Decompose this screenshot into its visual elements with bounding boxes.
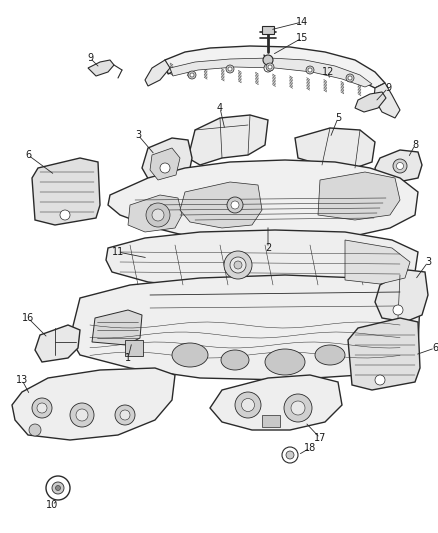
Ellipse shape (221, 350, 249, 370)
Text: 10: 10 (46, 500, 58, 510)
Bar (262, 415, 280, 427)
Circle shape (52, 482, 64, 494)
Circle shape (375, 375, 385, 385)
Circle shape (230, 257, 246, 273)
Text: 5: 5 (335, 113, 341, 123)
Polygon shape (345, 240, 410, 284)
Circle shape (306, 66, 314, 74)
Polygon shape (88, 60, 114, 76)
Polygon shape (210, 375, 342, 430)
Circle shape (115, 405, 135, 425)
Bar (125, 340, 143, 356)
Circle shape (308, 68, 312, 72)
Polygon shape (295, 128, 375, 168)
Text: 18: 18 (304, 443, 316, 453)
Circle shape (282, 447, 298, 463)
Polygon shape (375, 270, 428, 322)
Polygon shape (70, 275, 420, 380)
Circle shape (56, 486, 60, 490)
Circle shape (46, 476, 70, 500)
Circle shape (152, 209, 164, 221)
Text: 13: 13 (16, 375, 28, 385)
Circle shape (264, 64, 272, 72)
Circle shape (224, 251, 252, 279)
Polygon shape (180, 182, 262, 228)
Text: 2: 2 (265, 243, 271, 253)
Circle shape (286, 451, 294, 459)
Circle shape (231, 201, 239, 209)
Polygon shape (355, 92, 386, 112)
Polygon shape (106, 230, 418, 290)
Circle shape (146, 203, 170, 227)
Circle shape (60, 210, 70, 220)
Polygon shape (318, 172, 400, 220)
Ellipse shape (315, 345, 345, 365)
Polygon shape (374, 83, 400, 118)
Circle shape (32, 398, 52, 418)
Circle shape (268, 65, 272, 69)
Polygon shape (188, 115, 268, 165)
Polygon shape (32, 158, 100, 225)
Circle shape (348, 76, 352, 80)
Text: 17: 17 (314, 433, 326, 443)
Polygon shape (165, 46, 385, 88)
Circle shape (396, 163, 403, 169)
Ellipse shape (265, 349, 305, 375)
Text: 11: 11 (112, 247, 124, 257)
Polygon shape (35, 325, 80, 362)
Circle shape (160, 163, 170, 173)
Circle shape (190, 73, 194, 77)
Circle shape (235, 392, 261, 418)
Text: 16: 16 (22, 313, 34, 323)
Circle shape (29, 424, 41, 436)
Circle shape (346, 74, 354, 82)
Polygon shape (12, 368, 175, 440)
Text: 3: 3 (135, 130, 141, 140)
Polygon shape (375, 150, 422, 182)
Text: 14: 14 (296, 17, 308, 27)
Bar (262, 26, 274, 34)
Circle shape (284, 394, 312, 422)
Circle shape (241, 399, 254, 411)
Text: 6: 6 (432, 343, 438, 353)
Circle shape (266, 63, 274, 71)
Ellipse shape (172, 343, 208, 367)
Text: 12: 12 (322, 67, 334, 77)
Circle shape (227, 197, 243, 213)
Text: 9: 9 (385, 83, 391, 93)
Circle shape (234, 261, 242, 269)
Circle shape (70, 403, 94, 427)
Circle shape (263, 55, 273, 65)
Polygon shape (108, 160, 418, 242)
Polygon shape (170, 58, 372, 87)
Circle shape (226, 65, 234, 73)
Circle shape (120, 410, 130, 420)
Polygon shape (142, 138, 192, 185)
Text: 3: 3 (425, 257, 431, 267)
Polygon shape (348, 318, 420, 390)
Circle shape (393, 159, 407, 173)
Text: 8: 8 (412, 140, 418, 150)
Text: 6: 6 (25, 150, 31, 160)
Circle shape (291, 401, 305, 415)
Text: 9: 9 (87, 53, 93, 63)
Polygon shape (150, 148, 180, 180)
Polygon shape (92, 310, 142, 345)
Circle shape (37, 403, 47, 413)
Text: 1: 1 (125, 353, 131, 363)
Text: 4: 4 (217, 103, 223, 113)
Polygon shape (128, 195, 182, 232)
Circle shape (393, 305, 403, 315)
Polygon shape (145, 60, 170, 86)
Text: 15: 15 (296, 33, 308, 43)
Circle shape (228, 67, 232, 71)
Circle shape (188, 71, 196, 79)
Circle shape (76, 409, 88, 421)
